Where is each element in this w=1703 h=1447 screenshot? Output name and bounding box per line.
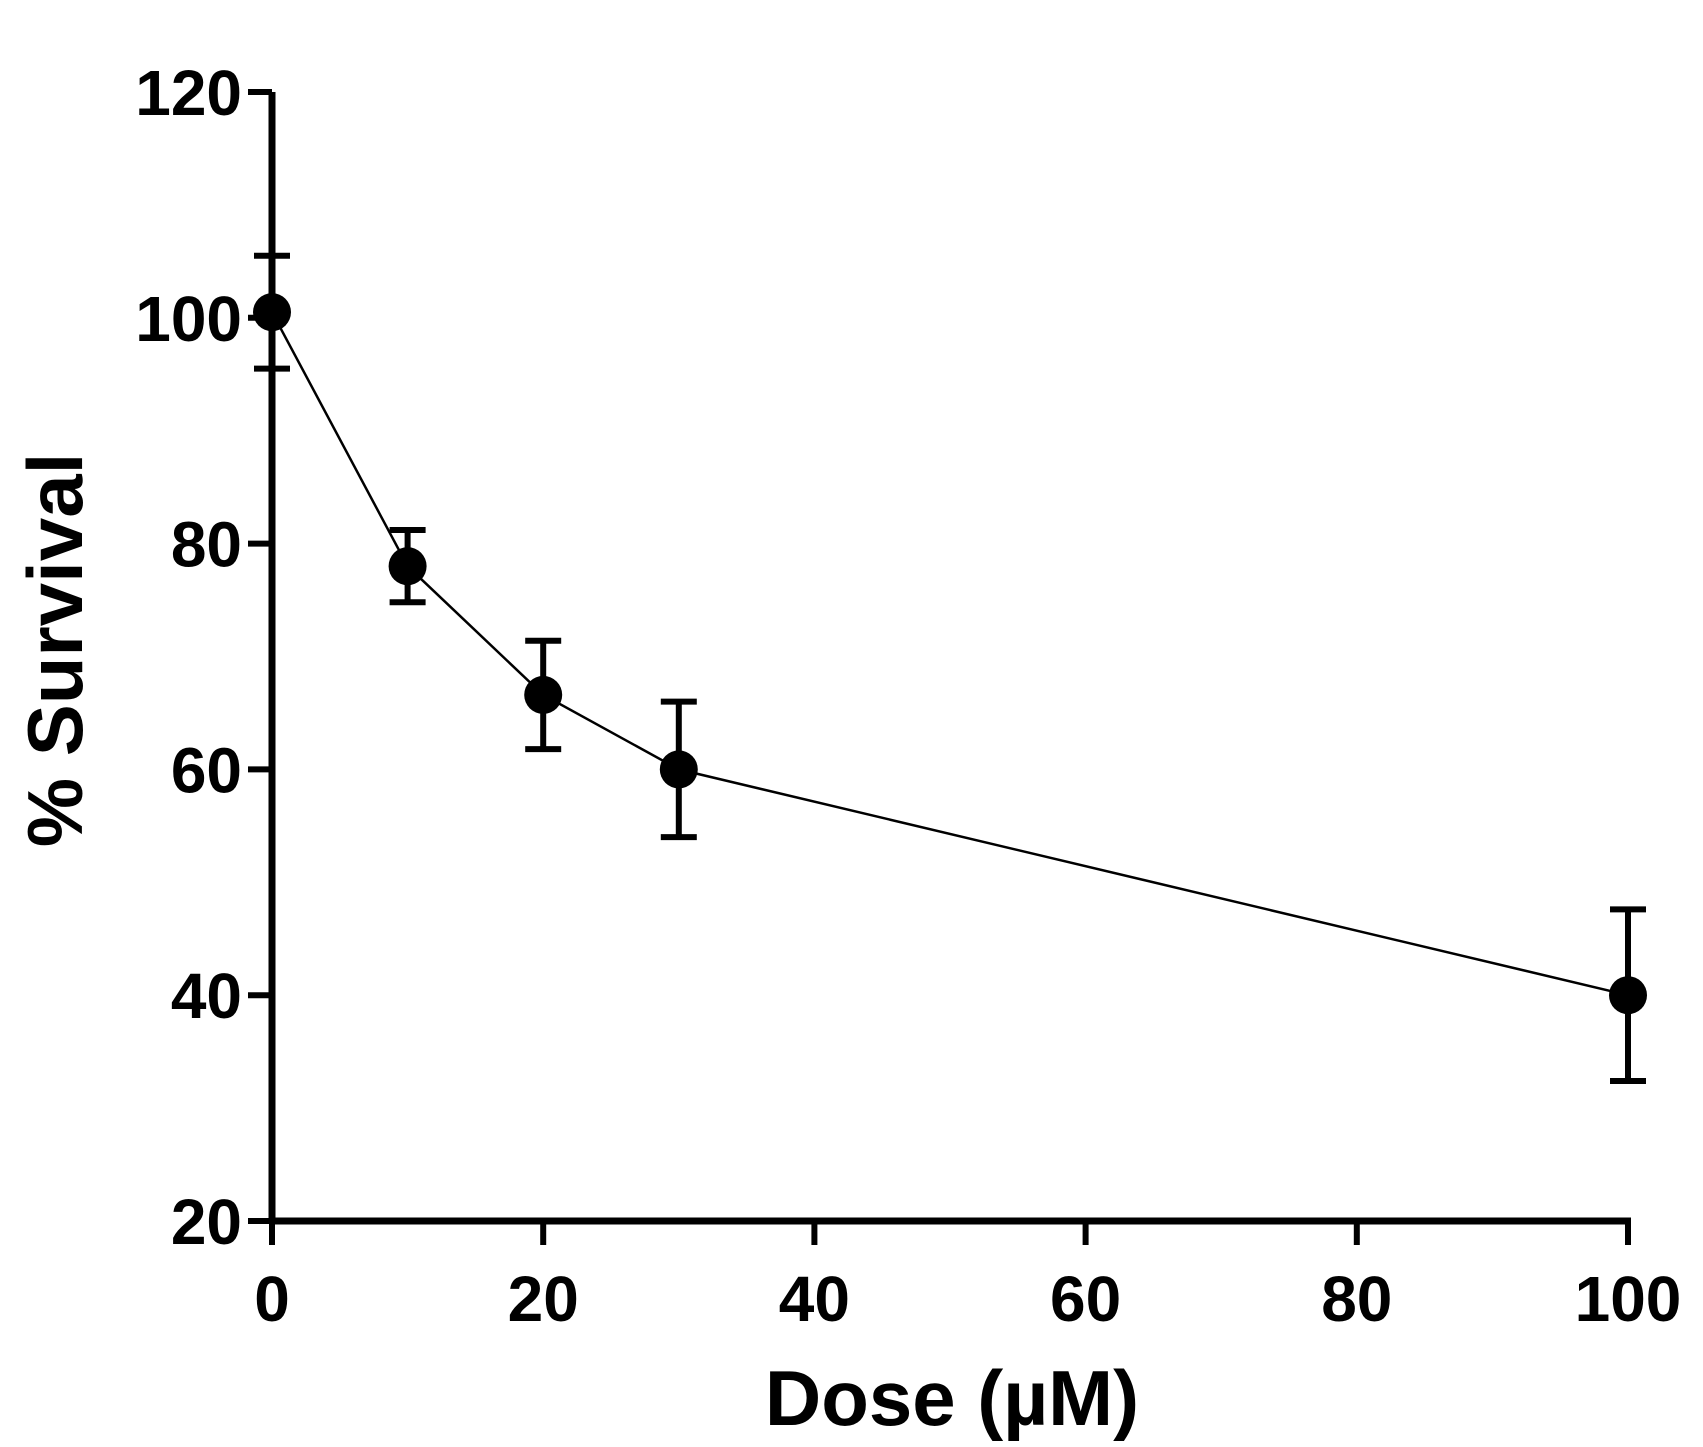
y-tick-label: 120 (135, 57, 242, 129)
y-tick-label: 20 (171, 1186, 242, 1258)
x-tick-label: 60 (1050, 1263, 1121, 1335)
y-tick-label: 60 (171, 734, 242, 806)
x-ticks: 0 20 40 60 80 100 (254, 1221, 1681, 1335)
y-tick-label: 80 (171, 509, 242, 581)
data-point (524, 675, 563, 714)
x-axis-title: Dose (µM) (765, 1354, 1139, 1442)
data-point (253, 293, 291, 332)
x-tick-label: 0 (254, 1263, 290, 1335)
y-tick-label: 40 (171, 960, 242, 1032)
y-axis-title: % Survival (11, 453, 99, 848)
series (253, 252, 1647, 1085)
axes (268, 92, 1631, 1225)
x-tick-label: 40 (779, 1263, 850, 1335)
x-tick-label: 80 (1321, 1263, 1392, 1335)
series-line (270, 311, 1629, 997)
data-point (388, 547, 427, 586)
y-tick-label: 100 (135, 283, 242, 355)
x-tick-label: 20 (508, 1263, 579, 1335)
x-tick-label: 100 (1575, 1263, 1682, 1335)
data-point (1609, 976, 1647, 1015)
data-point (659, 750, 698, 789)
y-ticks: 20 40 60 80 100 120 (135, 57, 272, 1258)
